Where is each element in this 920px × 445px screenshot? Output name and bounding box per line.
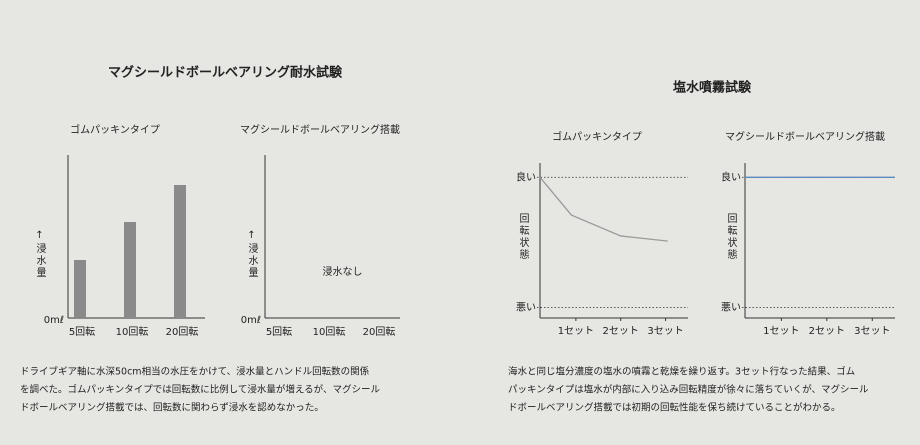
x-tick-label: 2セット <box>809 325 845 337</box>
bar <box>74 260 86 318</box>
y-tick-label: 悪い <box>516 302 536 314</box>
x-tick-label: 5回転 <box>69 326 95 338</box>
x-tick-label: 20回転 <box>363 326 396 338</box>
caption-line: ドボールベアリング搭載では、回転数に関わらず浸水を認めなかった。 <box>20 402 324 414</box>
x-tick-label: 1セット <box>558 325 594 337</box>
caption-line: 海水と同じ塩分濃度の塩水の噴霧と乾燥を繰り返す。3セット行なった結果、ゴム <box>508 366 855 378</box>
y-axis-label: ↑浸水量 <box>34 230 46 279</box>
caption-line: ドライブギア軸に水深50cm相当の水圧をかけて、浸水量とハンドル回転数の関係 <box>20 366 370 378</box>
caption-line: ドボールベアリング搭載では初期の回転性能を保ち続けていることがわかる。 <box>508 402 841 414</box>
y-axis-label: 回転状態 <box>725 213 737 261</box>
annotation: 浸水なし <box>323 266 363 278</box>
caption-line: パッキンタイプは塩水が内部に入り込み回転精度が徐々に落ちていくが、マグシール <box>508 384 869 396</box>
section-title: 塩水噴霧試験 <box>673 80 752 96</box>
caption-line: を調べた。ゴムパッキンタイプでは回転数に比例して浸水量が増えるが、マグシール <box>20 384 380 396</box>
line <box>539 176 668 242</box>
x-tick-label: 10回転 <box>313 326 346 338</box>
chart-title: ゴムパッキンタイプ <box>70 123 160 136</box>
chart-title: マグシールドボールベアリング搭載 <box>240 123 400 136</box>
y-axis-label: 回転状態 <box>517 213 529 261</box>
y-tick-label: 良い <box>721 170 741 183</box>
y-tick-label: 良い <box>516 170 536 183</box>
x-tick-label: 3セット <box>647 325 683 337</box>
y-tick-label: 0mℓ <box>241 315 261 326</box>
chart-title: マグシールドボールベアリング搭載 <box>725 130 885 143</box>
x-tick-label: 3セット <box>854 325 890 337</box>
x-tick-label: 5回転 <box>266 326 292 338</box>
bar <box>174 185 186 318</box>
x-tick-label: 20回転 <box>166 326 199 338</box>
x-tick-label: 1セット <box>763 325 799 337</box>
bar <box>124 222 136 318</box>
x-tick-label: 10回転 <box>116 326 149 338</box>
y-tick-label: 悪い <box>721 302 741 314</box>
y-axis-label: ↑浸水量 <box>246 230 258 279</box>
y-tick-label: 0mℓ <box>44 315 64 326</box>
section-title: マグシールドボールベアリング耐水試験 <box>108 65 343 81</box>
x-tick-label: 2セット <box>603 325 639 337</box>
chart-title: ゴムパッキンタイプ <box>552 130 642 143</box>
